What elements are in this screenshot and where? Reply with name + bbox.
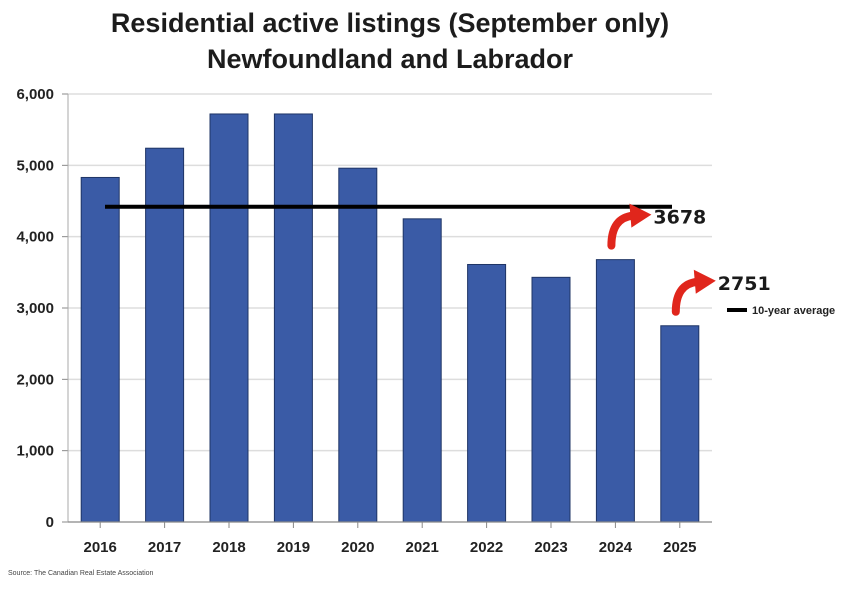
bar [80,176,120,523]
arrow-icon [671,277,702,316]
bar [467,263,507,523]
x-tick-label: 2023 [534,539,567,556]
y-tick-label: 1,000 [16,443,54,460]
chart-subtitle: Newfoundland and Labrador [206,44,573,74]
arrow-head-icon [693,269,716,294]
arrow-head-icon [629,203,652,228]
bar [402,218,442,523]
y-tick-label: 2,000 [16,371,54,388]
bar [209,113,249,523]
bar [145,147,185,523]
bar-series [80,113,700,528]
bar [338,167,378,523]
chart-title: Residential active listings (September o… [110,8,670,38]
x-tick-label: 2025 [663,539,696,556]
source-note: Source: The Canadian Real Estate Associa… [8,570,154,577]
y-tick-label: 3,000 [16,300,54,317]
x-tick-label: 2022 [470,539,503,556]
legend: 10-year average [727,305,835,317]
bar [660,325,700,523]
y-tick-label: 4,000 [16,229,54,246]
bar [595,259,635,523]
y-tick-label: 5,000 [16,157,54,174]
value-callout: 3678 [653,207,706,229]
x-tick-label: 2016 [84,539,117,556]
y-tick-label: 0 [46,514,54,531]
bar [273,113,313,523]
y-tick-label: 6,000 [16,86,54,103]
arrow-icon [607,211,638,250]
annotations: 3678 2751 [607,203,771,316]
x-axis-labels: 2016 2017 2018 2019 2020 2021 2022 2023 2024 2025 [84,539,697,556]
bar [531,276,571,523]
x-tick-label: 2019 [277,539,310,556]
legend-label: 10-year average [752,305,835,317]
x-tick-label: 2024 [599,539,633,556]
x-tick-label: 2021 [406,539,439,556]
y-axis-labels: 0 1,000 2,000 3,000 4,000 5,000 6,000 [16,86,54,531]
x-tick-label: 2020 [341,539,374,556]
value-callout: 2751 [718,273,771,295]
x-tick-label: 2017 [148,539,181,556]
x-tick-label: 2018 [212,539,245,556]
